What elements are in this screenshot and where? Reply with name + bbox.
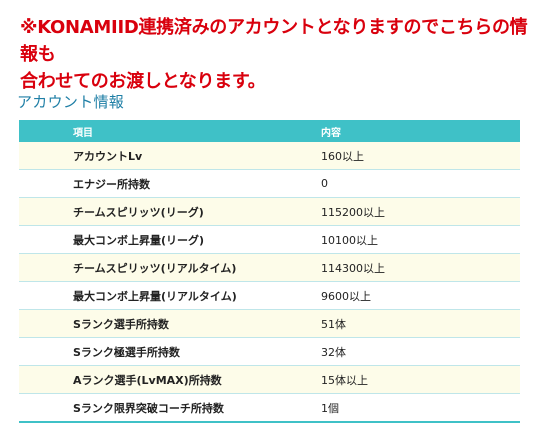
row-value: 114300以上 <box>321 253 520 282</box>
row-item: アカウントLv <box>19 142 321 170</box>
row-item: エナジー所持数 <box>19 169 321 198</box>
row-value: 51体 <box>321 309 520 338</box>
header-value: 内容 <box>321 120 520 142</box>
table-row: エナジー所持数 0 <box>19 169 520 198</box>
row-value: 1個 <box>321 393 520 423</box>
row-item: Sランク極選手所持数 <box>19 337 321 366</box>
notice-text: ※KONAMIID連携済みのアカウントとなりますのでこちらの情報も 合わせてのお… <box>20 14 528 95</box>
table-row: Sランク極選手所持数 32体 <box>19 337 520 366</box>
row-item: 最大コンボ上昇量(リーグ) <box>19 225 321 254</box>
table-row: 最大コンボ上昇量(リアルタイム) 9600以上 <box>19 281 520 310</box>
row-value: 32体 <box>321 337 520 366</box>
row-item: チームスピリッツ(リーグ) <box>19 197 321 226</box>
table-row: Aランク選手(LvMAX)所持数 15体以上 <box>19 365 520 394</box>
table-row: アカウントLv 160以上 <box>19 142 520 170</box>
table-row: チームスピリッツ(リアルタイム) 114300以上 <box>19 253 520 282</box>
row-value: 9600以上 <box>321 281 520 310</box>
row-value: 115200以上 <box>321 197 520 226</box>
table-header-row: 項目 内容 <box>19 120 520 142</box>
account-info-table: 項目 内容 アカウントLv 160以上 エナジー所持数 0 チームスピリッツ(リ… <box>19 120 520 423</box>
notice-line-2: 合わせてのお渡しとなります。 <box>20 71 266 92</box>
row-item: 最大コンボ上昇量(リアルタイム) <box>19 281 321 310</box>
notice-line-1: ※KONAMIID連携済みのアカウントとなりますのでこちらの情報も <box>20 17 528 65</box>
row-value: 160以上 <box>321 142 520 170</box>
header-item: 項目 <box>19 120 321 142</box>
row-value: 0 <box>321 169 520 198</box>
row-value: 10100以上 <box>321 225 520 254</box>
table-row: Sランク選手所持数 51体 <box>19 309 520 338</box>
table-row: 最大コンボ上昇量(リーグ) 10100以上 <box>19 225 520 254</box>
table-row: Sランク限界突破コーチ所持数 1個 <box>19 393 520 423</box>
row-value: 15体以上 <box>321 365 520 394</box>
section-title: アカウント情報 <box>17 93 125 111</box>
row-item: チームスピリッツ(リアルタイム) <box>19 253 321 282</box>
row-item: Sランク限界突破コーチ所持数 <box>19 393 321 423</box>
row-item: Aランク選手(LvMAX)所持数 <box>19 365 321 394</box>
row-item: Sランク選手所持数 <box>19 309 321 338</box>
table-row: チームスピリッツ(リーグ) 115200以上 <box>19 197 520 226</box>
